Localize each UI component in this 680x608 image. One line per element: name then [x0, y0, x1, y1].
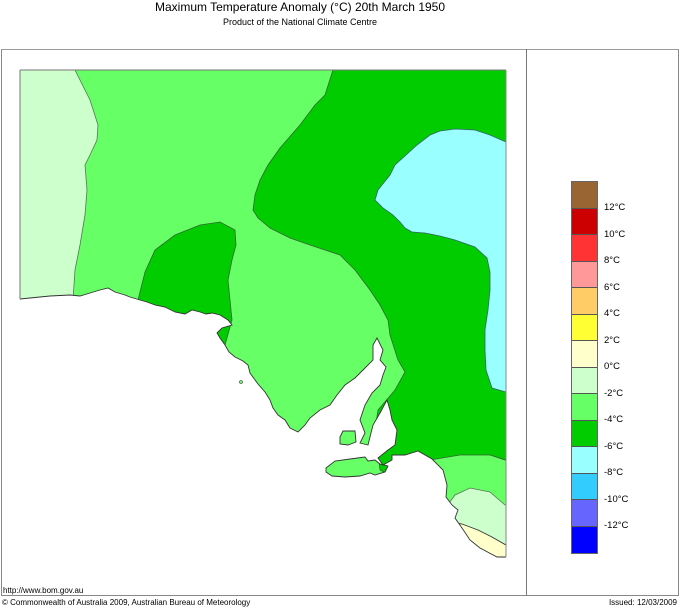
legend-swatch-periwinkle	[572, 500, 597, 527]
legend-swatch-yellow	[572, 314, 597, 341]
copyright-notice: © Commonwealth of Australia 2009, Austra…	[2, 598, 251, 607]
legend-label: -6°C	[604, 441, 624, 452]
legend-label: 6°C	[604, 282, 620, 293]
map-subtitle: Product of the National Climate Centre	[222, 17, 378, 27]
legend-label: -2°C	[604, 388, 624, 399]
legend-label: 10°C	[604, 229, 626, 240]
legend-label: 4°C	[604, 308, 620, 319]
legend-swatch-orange	[572, 288, 597, 315]
legend-label: 12°C	[604, 202, 626, 213]
legend-swatch-blue	[572, 526, 597, 553]
source-link[interactable]: http://www.bom.gov.au	[3, 586, 84, 595]
figure-frame	[1, 49, 679, 596]
legend-label: 8°C	[604, 255, 620, 266]
legend-swatch-sky-blue	[572, 473, 597, 500]
legend-swatch-pink	[572, 261, 597, 288]
legend-swatch-dark-red	[572, 208, 597, 235]
legend-label: -4°C	[604, 414, 624, 425]
legend-swatch-light-green	[572, 394, 597, 421]
legend-label: 2°C	[604, 335, 620, 346]
legend-swatch-cream	[572, 341, 597, 368]
legend-swatch-pale-green	[572, 367, 597, 394]
legend-swatch-red	[572, 235, 597, 262]
legend-label: -8°C	[604, 467, 624, 478]
legend-swatch-brown	[572, 182, 597, 209]
legend-divider	[526, 49, 527, 596]
legend-label: -10°C	[604, 494, 629, 505]
legend-color-bar	[571, 181, 598, 554]
legend-swatch-cyan	[572, 447, 597, 474]
legend-label: 0°C	[604, 361, 620, 372]
legend-label: -12°C	[604, 520, 629, 531]
map-title: Maximum Temperature Anomaly (°C) 20th Ma…	[154, 0, 446, 14]
issued-date: Issued: 12/03/2009	[608, 598, 677, 607]
color-legend	[571, 181, 598, 554]
legend-swatch-green	[572, 420, 597, 447]
